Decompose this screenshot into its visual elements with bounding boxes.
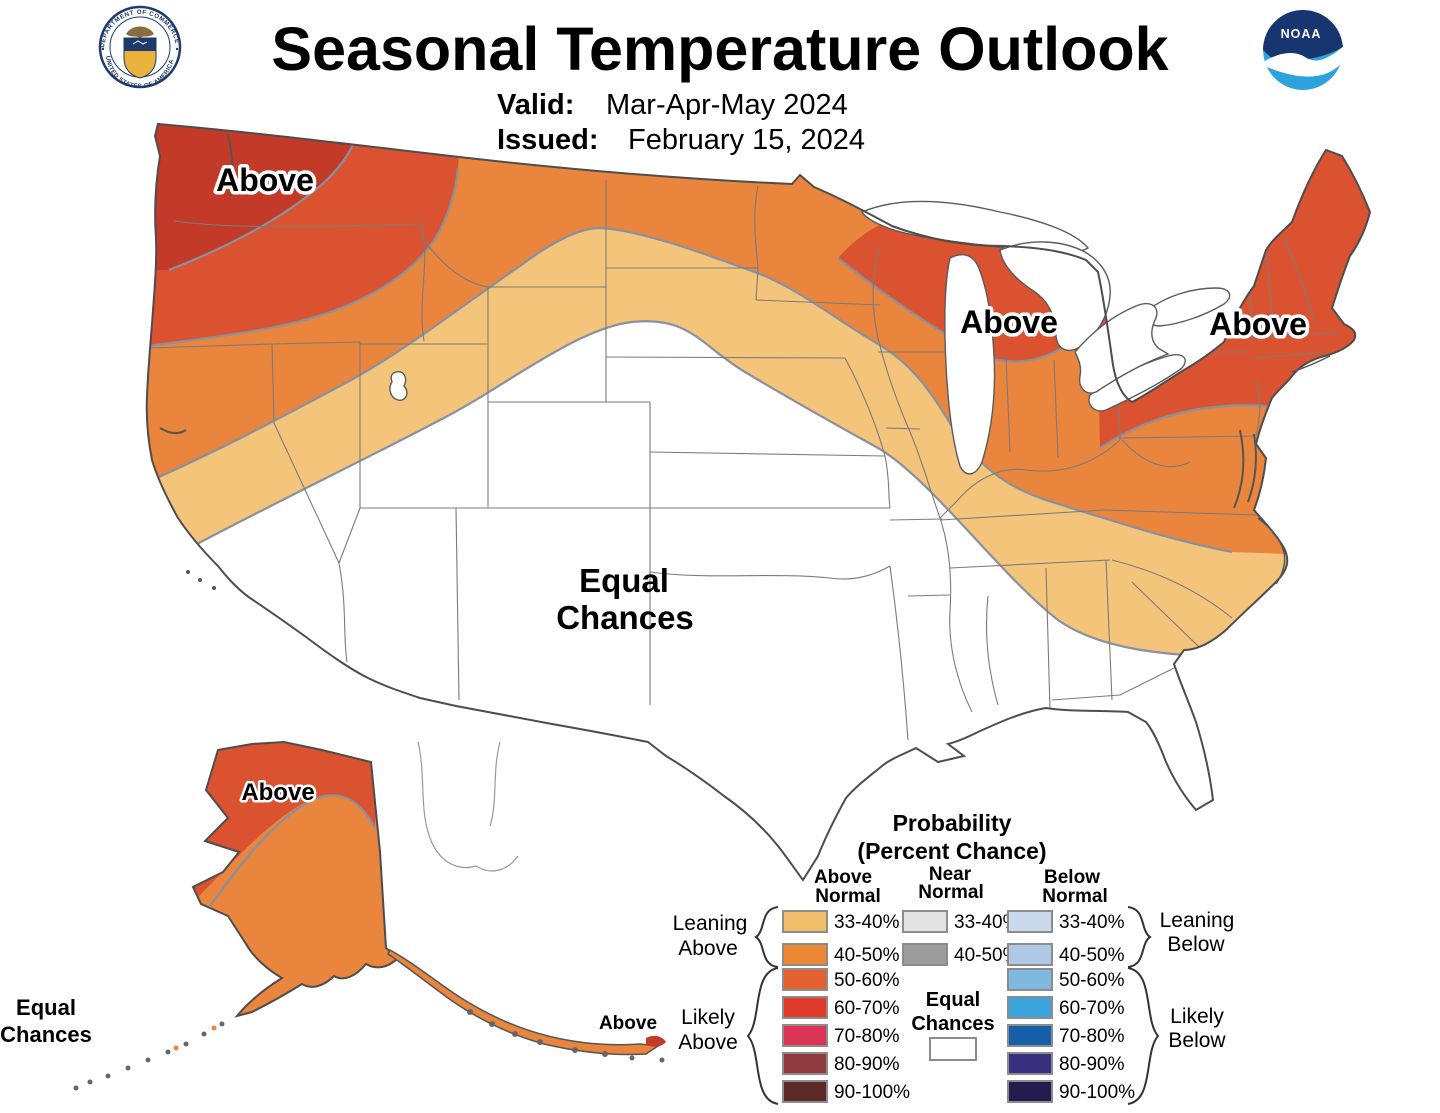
leaning-below-brace <box>1127 906 1152 968</box>
doc-seal-eagle <box>126 26 154 38</box>
swatch-below-50-60 <box>1007 968 1053 991</box>
issued-value: February 15, 2024 <box>628 124 865 156</box>
label-above-50-60: 50-60% <box>834 970 900 991</box>
conus-equal-chances-label-line2: Chances <box>556 599 694 636</box>
leaning-below-label-line2: Below <box>1167 933 1225 956</box>
legend-equal-chances-line1: Equal <box>926 989 980 1011</box>
swatch-below-33-40 <box>1007 910 1053 933</box>
alaska-islands <box>73 1009 665 1091</box>
label-near-40-50: 40-50% <box>954 945 1020 966</box>
great-lakes <box>861 200 1231 475</box>
leaning-above-label-line2: Above <box>678 937 738 960</box>
noaa-logo-text: NOAA <box>1281 27 1322 41</box>
swatch-below-80-90 <box>1007 1052 1053 1075</box>
legend-below-normal-column <box>1007 910 1053 1103</box>
great-lakes-above-label: Above <box>960 304 1058 340</box>
likely-above-label-line1: Likely <box>681 1006 735 1029</box>
label-above-40-50: 40-50% <box>834 945 900 966</box>
swatch-equal-chances <box>929 1037 977 1061</box>
canada-outline-near-alaska <box>417 741 519 872</box>
coastal-details <box>159 134 1331 590</box>
label-near-33-40: 33-40% <box>954 912 1020 933</box>
valid-value: Mar-Apr-May 2024 <box>606 89 848 121</box>
map-labels: Above Above Above Equal Chances Above Ab… <box>0 159 1310 1048</box>
leaning-above-brace <box>754 906 779 968</box>
likely-above-label-line2: Above <box>678 1031 738 1054</box>
conus-equal-chances-label-line1: Equal <box>579 562 669 599</box>
great-salt-lake <box>389 371 408 401</box>
legend-above-normal-labels: 33-40% 40-50% 50-60% 60-70% 70-80% 80-90… <box>834 912 910 1103</box>
issued-label: Issued: <box>497 124 599 156</box>
swatch-near-33-40 <box>902 910 948 933</box>
leaning-below-label-line1: Leaning <box>1160 909 1235 932</box>
label-above-70-80: 70-80% <box>834 1026 900 1047</box>
pnw-above-label: Above <box>216 162 314 198</box>
alaska-equal-chances-label-line2: Chances <box>0 1022 92 1047</box>
swatch-above-90-100 <box>782 1080 828 1103</box>
alaska-equal-chances-label-line1: Equal <box>16 995 76 1020</box>
alaska-inset <box>73 740 666 1091</box>
label-below-60-70: 60-70% <box>1059 998 1125 1019</box>
legend-below-normal-header-line1: Below <box>1044 867 1100 888</box>
legend-above-normal-column <box>782 910 828 1103</box>
swatch-below-40-50 <box>1007 943 1053 966</box>
legend-above-normal-header-line1: Above <box>814 867 872 888</box>
northeast-above-label: Above <box>1209 306 1307 342</box>
alaska-southeast-above-label: Above <box>599 1013 657 1034</box>
label-below-40-50: 40-50% <box>1059 945 1125 966</box>
valid-label: Valid: <box>497 89 574 121</box>
swatch-above-70-80 <box>782 1024 828 1047</box>
leaning-above-label-line1: Leaning <box>673 912 748 935</box>
likely-below-label-line2: Below <box>1168 1029 1226 1052</box>
legend-near-normal-header-line2: Normal <box>918 882 983 903</box>
legend: Probability (Percent Chance) Above Norma… <box>673 810 1235 1105</box>
swatch-below-90-100 <box>1007 1080 1053 1103</box>
alaska-north-above-label: Above <box>241 779 314 806</box>
page-title: Seasonal Temperature Outlook <box>271 15 1168 83</box>
swatch-below-60-70 <box>1007 996 1053 1019</box>
swatch-below-70-80 <box>1007 1024 1053 1047</box>
noaa-logo: NOAA <box>1263 10 1343 90</box>
legend-below-normal-header-line2: Normal <box>1042 886 1107 907</box>
label-below-80-90: 80-90% <box>1059 1054 1125 1075</box>
label-below-33-40: 33-40% <box>1059 912 1125 933</box>
likely-below-brace <box>1127 967 1160 1105</box>
swatch-above-40-50 <box>782 943 828 966</box>
label-below-50-60: 50-60% <box>1059 970 1125 991</box>
lake-michigan <box>944 254 996 475</box>
swatch-above-60-70 <box>782 996 828 1019</box>
legend-equal-chances-line2: Chances <box>911 1013 994 1035</box>
state-borders <box>148 180 1341 741</box>
legend-title-line2: (Percent Chance) <box>857 838 1046 864</box>
label-below-70-80: 70-80% <box>1059 1026 1125 1047</box>
alaska-panhandle-red-tip <box>646 1035 666 1047</box>
likely-above-brace <box>746 967 779 1105</box>
legend-below-normal-labels: 33-40% 40-50% 50-60% 60-70% 70-80% 80-90… <box>1059 912 1135 1103</box>
swatch-near-40-50 <box>902 943 948 966</box>
ontario-peninsula <box>1074 302 1170 394</box>
swatch-above-80-90 <box>782 1052 828 1075</box>
noaa-logo-gull-icon <box>1263 34 1343 77</box>
label-above-80-90: 80-90% <box>834 1054 900 1075</box>
likely-below-label-line1: Likely <box>1170 1005 1224 1028</box>
swatch-above-50-60 <box>782 968 828 991</box>
noaa-logo-navy-shape <box>1263 10 1343 61</box>
label-above-60-70: 60-70% <box>834 998 900 1019</box>
legend-above-normal-header-line2: Normal <box>815 886 880 907</box>
alaska-coastline <box>191 740 400 1018</box>
legend-near-normal-column <box>902 910 948 966</box>
label-below-90-100: 90-100% <box>1059 1082 1135 1103</box>
alaska-panhandle <box>387 948 661 1056</box>
label-above-90-100: 90-100% <box>834 1082 910 1103</box>
legend-braces <box>746 906 1160 1105</box>
conus-coastline <box>145 122 1372 882</box>
swatch-above-33-40 <box>782 910 828 933</box>
legend-title-line1: Probability <box>893 810 1012 836</box>
alaska-above-50-60-region <box>193 742 378 910</box>
doc-seal-logo: DEPARTMENT OF COMMERCE UNITED STATES OF … <box>98 5 182 90</box>
label-above-33-40: 33-40% <box>834 912 900 933</box>
legend-near-normal-header-line1: Near <box>929 864 972 885</box>
